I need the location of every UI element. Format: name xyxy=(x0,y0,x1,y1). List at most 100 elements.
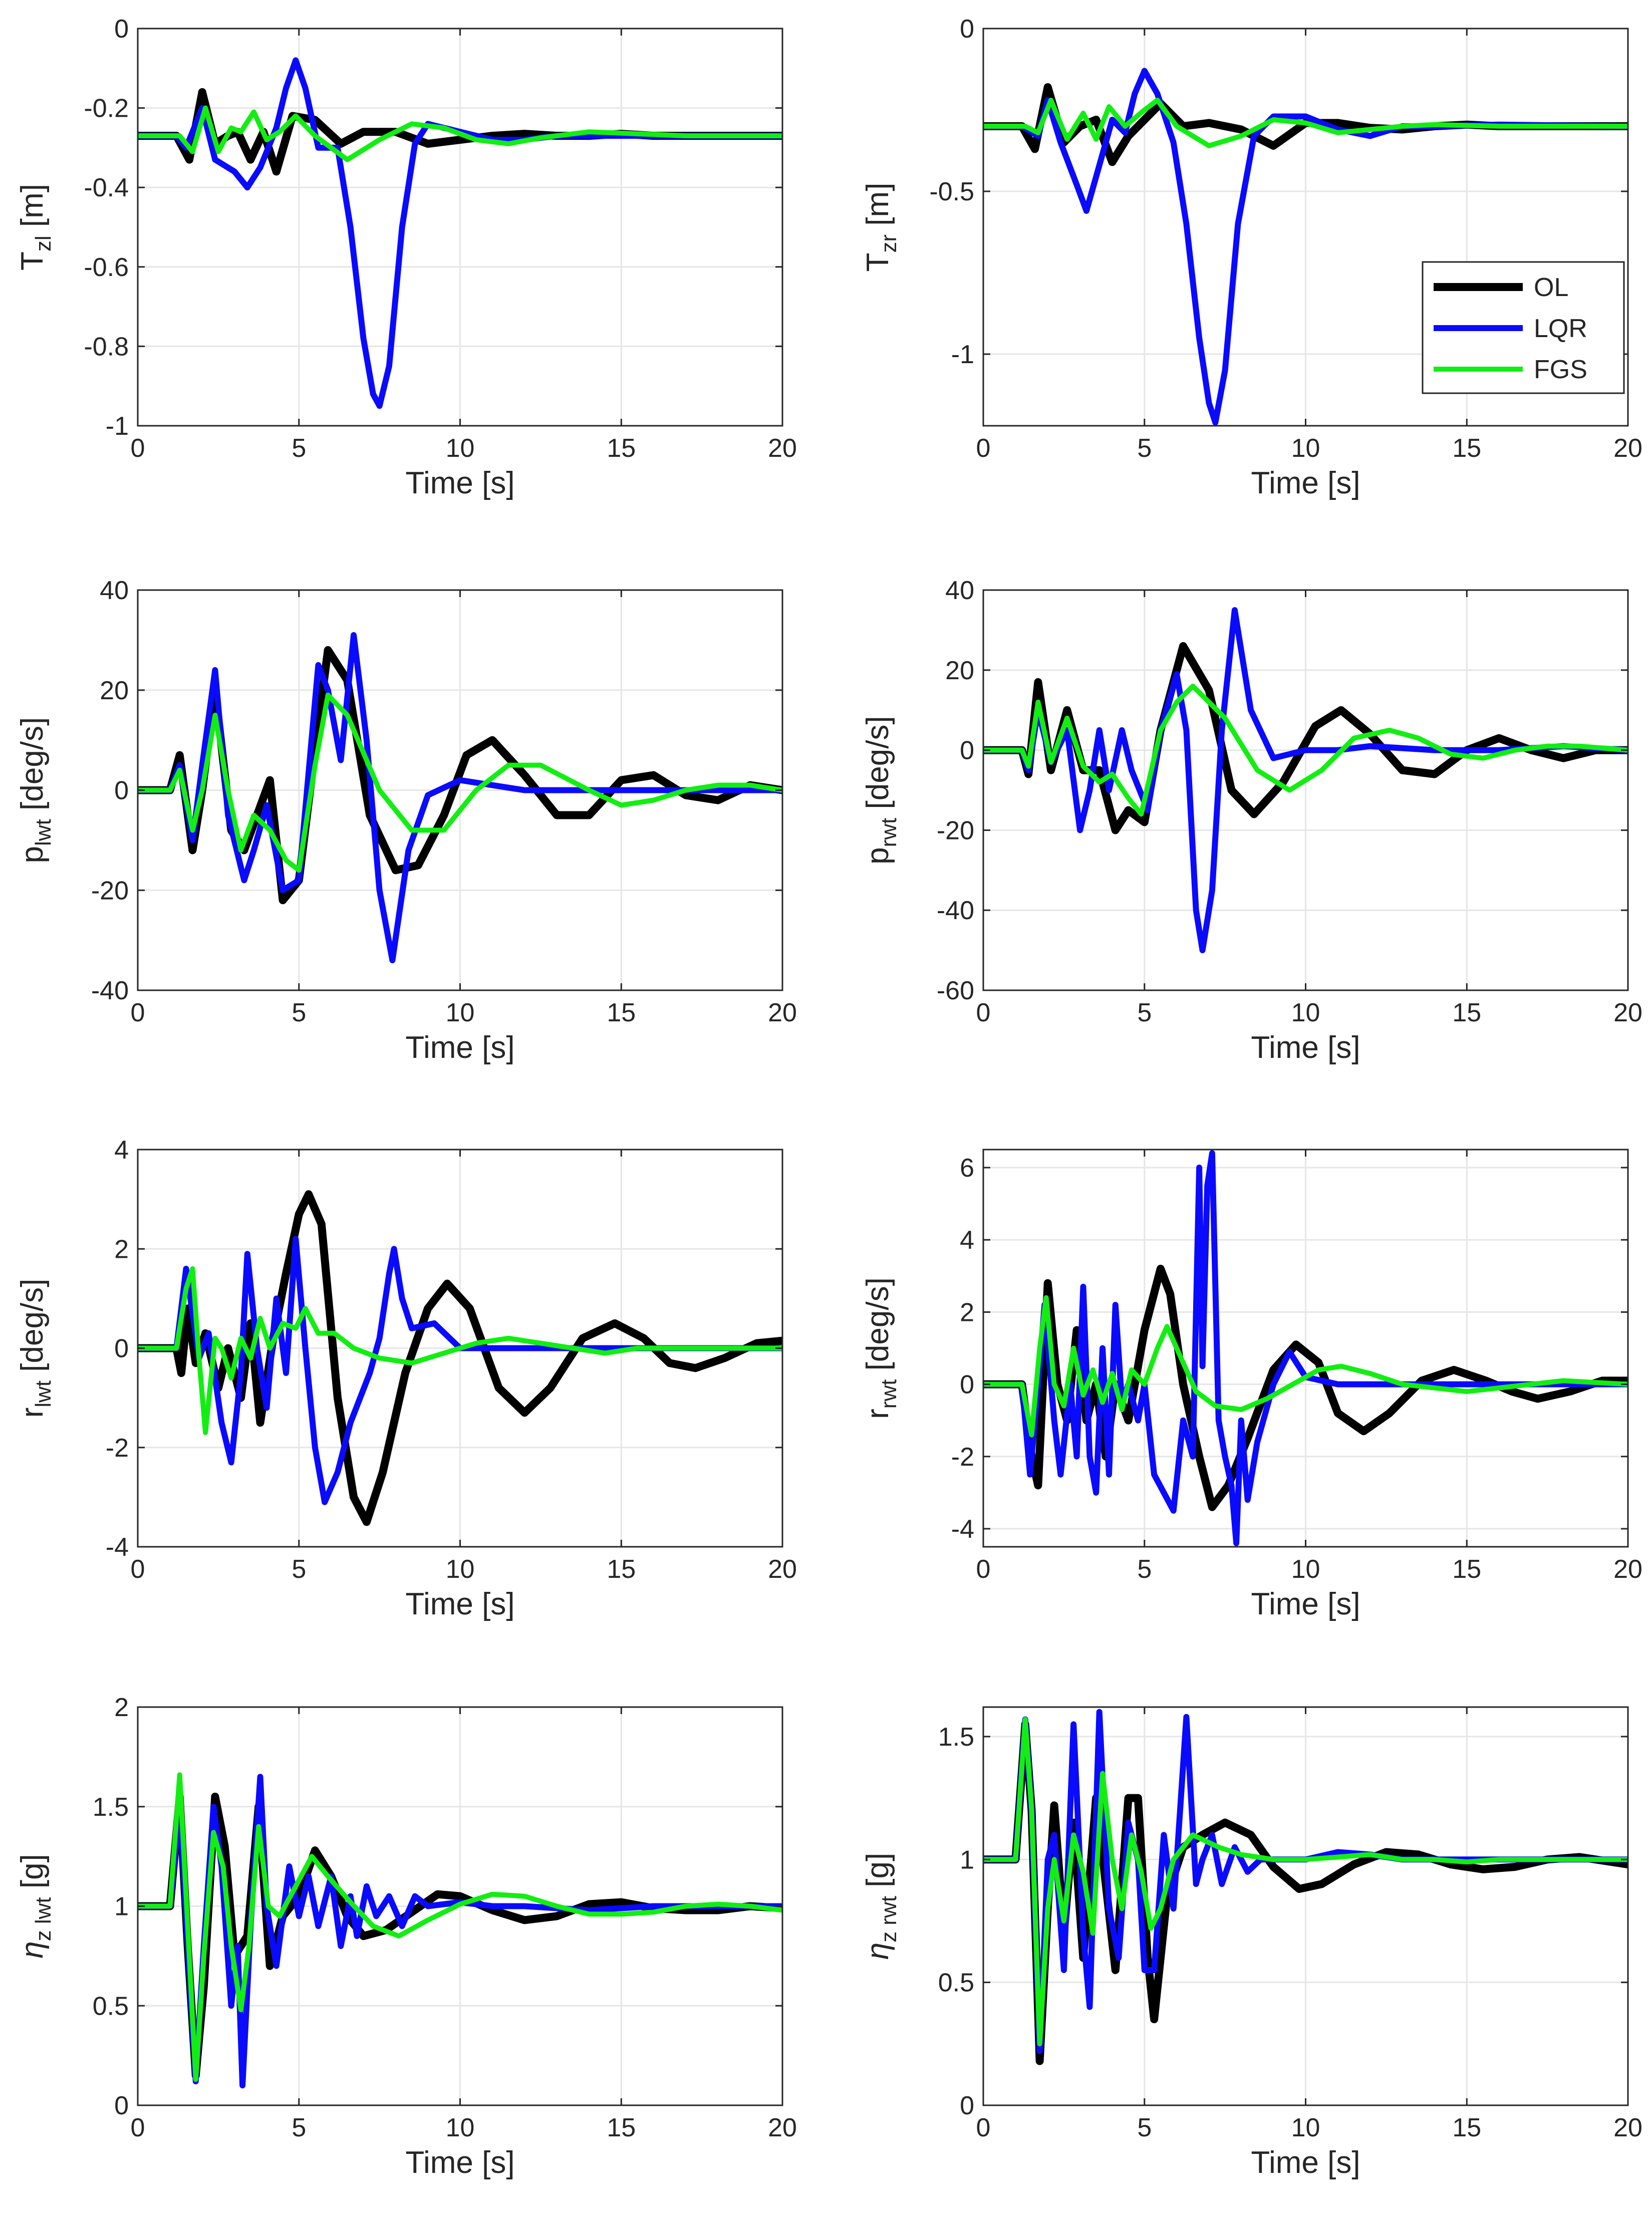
y-tick-label: 20 xyxy=(100,676,129,705)
y-label-subscript: rwt xyxy=(877,818,901,848)
y-label-symbol: η xyxy=(861,1942,895,1960)
y-label-unit: [g] xyxy=(15,1854,50,1897)
y-tick-label: 0 xyxy=(960,2091,974,2120)
series-group xyxy=(138,1190,782,1526)
y-label-symbol: T xyxy=(15,251,50,270)
y-tick-label: 20 xyxy=(945,656,974,685)
y-axis-label: prwt [deg/s] xyxy=(861,716,901,865)
y-label-subscript: lwt xyxy=(31,819,56,846)
series-group xyxy=(983,607,1628,954)
series-fgs-line xyxy=(138,692,782,873)
x-tick-label: 0 xyxy=(976,1555,991,1584)
panel-rlwt: 0 5 10 15 20 -4 -2 0 2 4 Time [s] rlwt [deg/s] xyxy=(15,1136,797,1621)
y-tick-label: -1 xyxy=(951,340,974,369)
y-label-symbol: r xyxy=(861,1409,895,1419)
panel-nzrwt: 0 5 10 15 20 0 0.5 1 1.5 Time [s] ηz rwt [g] xyxy=(861,1706,1642,2180)
y-tick-label: -40 xyxy=(937,896,974,925)
x-tick-label: 0 xyxy=(131,2113,145,2142)
x-tick-label: 0 xyxy=(976,998,991,1027)
y-tick-label: -20 xyxy=(91,876,129,905)
x-tick-label: 15 xyxy=(1452,1555,1481,1584)
series-fgs-line xyxy=(138,1266,782,1435)
x-tick-label: 15 xyxy=(1452,998,1481,1027)
y-axis-label: Tzl [m] xyxy=(15,184,56,270)
x-axis-label: Time [s] xyxy=(405,1030,514,1065)
y-label-unit: [m] xyxy=(15,184,50,235)
x-tick-label: 0 xyxy=(976,2113,991,2142)
series-group xyxy=(138,632,782,964)
y-label-unit: [deg/s] xyxy=(15,1279,50,1380)
y-label-symbol: p xyxy=(15,846,50,863)
series-fgs-line xyxy=(138,1772,782,2082)
series-fgs-line xyxy=(983,1717,1628,2047)
y-tick-label: -0.6 xyxy=(84,253,129,282)
x-tick-label: 5 xyxy=(292,1555,306,1584)
y-tick-label: 0 xyxy=(114,15,129,44)
x-axis-label: Time [s] xyxy=(1251,1030,1360,1065)
y-label-unit: [deg/s] xyxy=(861,716,895,817)
y-label-subscript: z rwt xyxy=(877,1896,901,1942)
x-tick-label: 15 xyxy=(607,998,636,1027)
y-axis-label: rlwt [deg/s] xyxy=(15,1279,56,1418)
panel-plwt: 0 5 10 15 20 -40 -20 0 20 40 Time [s] plwt [deg/s] xyxy=(15,576,797,1065)
y-tick-label: 0 xyxy=(114,2091,129,2120)
y-tick-label: 1 xyxy=(114,1892,129,1921)
y-tick-label: 2 xyxy=(114,1235,129,1264)
x-tick-label: 5 xyxy=(292,998,306,1027)
y-tick-label: 0 xyxy=(960,1370,974,1400)
y-label-subscript: lwt xyxy=(31,1380,56,1408)
y-axis-label: Tzr [m] xyxy=(861,183,901,272)
y-tick-label: 0 xyxy=(114,1334,129,1363)
y-label-symbol: r xyxy=(15,1408,50,1418)
x-tick-label: 0 xyxy=(976,434,991,463)
y-label-subscript: zl xyxy=(31,235,56,251)
x-tick-label: 5 xyxy=(1137,2113,1152,2142)
y-label-unit: [g] xyxy=(861,1853,895,1896)
y-label-subscript: z lwt xyxy=(31,1897,56,1941)
y-tick-label: 4 xyxy=(114,1136,129,1165)
y-axis-label: ηz rwt [g] xyxy=(861,1853,901,1960)
y-axis-label: ηz lwt [g] xyxy=(15,1854,56,1959)
x-tick-label: 15 xyxy=(607,1555,636,1584)
y-tick-label: 0 xyxy=(960,15,974,44)
y-tick-label: 0.5 xyxy=(93,1992,129,2021)
x-tick-label: 5 xyxy=(292,2113,306,2142)
x-tick-label: 5 xyxy=(1137,998,1152,1027)
x-tick-label: 10 xyxy=(1291,434,1320,463)
y-tick-label: -2 xyxy=(106,1434,129,1463)
x-tick-label: 5 xyxy=(1137,434,1152,463)
y-tick-label: -0.4 xyxy=(84,173,129,202)
y-label-subscript: rwt xyxy=(877,1379,901,1409)
x-axis-label: Time [s] xyxy=(405,2145,514,2180)
series-fgs-line xyxy=(138,105,782,162)
legend-label-lqr: LQR xyxy=(1534,314,1587,343)
x-tick-label: 20 xyxy=(1613,1555,1642,1584)
x-tick-label: 15 xyxy=(1452,434,1481,463)
series-lqr-line xyxy=(138,632,782,964)
x-tick-label: 20 xyxy=(768,2113,797,2142)
x-tick-label: 10 xyxy=(1291,998,1320,1027)
y-tick-label: -1 xyxy=(106,412,129,441)
x-tick-label: 0 xyxy=(131,434,145,463)
x-axis-label: Time [s] xyxy=(1251,466,1360,500)
x-tick-label: 15 xyxy=(607,434,636,463)
panel-Tzl: 0 5 10 15 20 -1 -0.8 -0.6 -0.4 -0.2 0 Time [s] Tzl [… xyxy=(15,15,797,500)
y-axis-label: rrwt [deg/s] xyxy=(861,1277,901,1419)
y-tick-label: 1.5 xyxy=(938,1723,974,1752)
y-label-unit: [deg/s] xyxy=(15,717,50,819)
x-axis-label: Time [s] xyxy=(405,1587,514,1621)
y-tick-label: 1.5 xyxy=(93,1793,129,1822)
series-fgs-line xyxy=(983,1295,1628,1438)
series-group xyxy=(983,1709,1628,2065)
series-fgs-line xyxy=(983,98,1628,148)
x-tick-label: 10 xyxy=(446,1555,475,1584)
x-axis-label: Time [s] xyxy=(405,466,514,500)
y-tick-label: 6 xyxy=(960,1154,974,1183)
series-group xyxy=(983,68,1628,426)
y-tick-label: 2 xyxy=(114,1693,129,1722)
panel-nzlwt: 0 5 10 15 20 0 0.5 1 1.5 2 Time [s] ηz lwt [g] xyxy=(15,1693,797,2180)
legend-label-fgs: FGS xyxy=(1534,355,1587,384)
series-lqr-line xyxy=(138,57,782,409)
series-lqr-line xyxy=(138,1236,782,1505)
